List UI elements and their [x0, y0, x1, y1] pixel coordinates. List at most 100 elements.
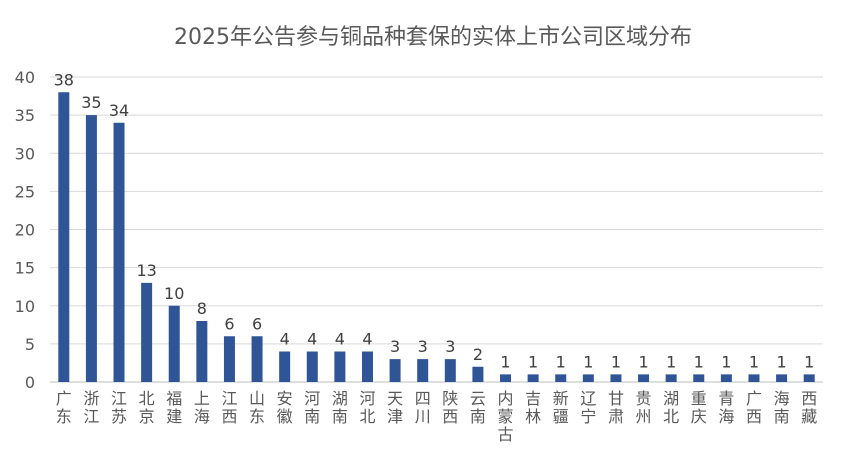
x-tick-label: 广西 [746, 389, 762, 426]
bar [693, 374, 705, 382]
y-axis-ticks: 0 5 10 15 20 25 30 35 40 [15, 68, 35, 392]
data-label: 4 [335, 330, 345, 349]
data-label: 35 [81, 93, 101, 112]
x-tick-label: 重庆 [691, 389, 707, 426]
bar [417, 359, 429, 382]
data-label: 1 [638, 352, 648, 371]
bar [361, 351, 373, 382]
gridlines [50, 76, 823, 383]
x-tick-label: 辽宁 [580, 389, 596, 426]
x-tick-label: 北京 [139, 389, 155, 426]
bar [58, 92, 70, 382]
y-tick-label: 35 [15, 106, 35, 125]
data-label: 1 [500, 352, 510, 371]
bar [527, 374, 539, 382]
y-tick-label: 40 [15, 68, 35, 87]
bar [803, 374, 815, 382]
x-tick-label: 河北 [359, 389, 375, 426]
bar [555, 374, 567, 382]
x-tick-label: 四川 [415, 389, 431, 426]
data-label: 3 [390, 337, 400, 356]
data-label: 4 [362, 330, 372, 349]
x-tick-label: 西藏 [801, 389, 817, 426]
data-label: 1 [776, 352, 786, 371]
x-tick-label: 贵州 [636, 389, 652, 426]
bar [85, 115, 97, 382]
x-tick-label: 上海 [194, 389, 210, 426]
y-tick-label: 25 [15, 182, 35, 201]
data-label: 10 [164, 284, 184, 303]
data-label: 8 [197, 299, 207, 318]
bar [776, 374, 788, 382]
chart-title: 2025年公告参与铜品种套保的实体上市公司区域分布 [174, 25, 692, 50]
x-tick-label: 湖南 [332, 389, 348, 426]
bar [196, 321, 208, 382]
bar [334, 351, 346, 382]
x-tick-label: 天津 [387, 389, 403, 426]
bar [279, 351, 291, 382]
x-tick-label: 陕西 [442, 389, 458, 426]
data-label: 4 [280, 330, 290, 349]
x-tick-label: 福建 [166, 389, 182, 426]
bar [665, 374, 677, 382]
x-tick-label: 甘肃 [608, 389, 624, 426]
data-label: 1 [721, 352, 731, 371]
y-tick-label: 15 [15, 259, 35, 278]
data-label: 2 [473, 345, 483, 364]
x-tick-label: 广东 [56, 389, 72, 426]
x-tick-label: 河南 [304, 389, 320, 426]
data-label: 13 [136, 261, 156, 280]
bar [141, 282, 153, 382]
bar [444, 359, 456, 382]
y-tick-label: 10 [15, 297, 35, 316]
x-tick-label: 江西 [221, 389, 237, 426]
y-tick-label: 30 [15, 144, 35, 163]
x-tick-label: 安徽 [277, 389, 293, 426]
x-axis-labels: 广东浙江江苏北京福建上海江西山东安徽河南湖南河北天津四川陕西云南内蒙古吉林新疆辽… [56, 389, 817, 444]
x-tick-label: 内蒙古 [498, 389, 514, 444]
y-tick-label: 0 [25, 373, 35, 392]
data-label: 1 [528, 352, 538, 371]
bar [168, 305, 180, 382]
data-label: 34 [109, 101, 129, 120]
data-label: 3 [445, 337, 455, 356]
x-tick-label: 湖北 [663, 389, 679, 426]
bar [748, 374, 760, 382]
y-tick-label: 5 [25, 335, 35, 354]
data-label: 6 [252, 314, 262, 333]
x-tick-label: 海南 [774, 389, 790, 426]
bars [58, 92, 815, 382]
data-label: 4 [307, 330, 317, 349]
x-tick-label: 江苏 [111, 389, 127, 426]
bar [582, 374, 594, 382]
data-label: 1 [583, 352, 593, 371]
bar [720, 374, 732, 382]
bar [500, 374, 512, 382]
y-tick-label: 20 [15, 221, 35, 240]
data-label: 1 [611, 352, 621, 371]
x-tick-label: 浙江 [83, 389, 99, 426]
x-tick-label: 吉林 [525, 389, 541, 426]
data-label: 3 [418, 337, 428, 356]
data-label: 1 [749, 352, 759, 371]
x-tick-label: 青海 [718, 389, 734, 426]
bar [306, 351, 318, 382]
data-label: 38 [54, 70, 74, 89]
data-label: 1 [666, 352, 676, 371]
data-label: 1 [556, 352, 566, 371]
x-tick-label: 山东 [249, 389, 265, 426]
data-label: 1 [804, 352, 814, 371]
x-tick-label: 新疆 [553, 389, 569, 426]
bar [472, 366, 484, 382]
bar [389, 359, 401, 382]
bar [638, 374, 650, 382]
data-label: 1 [694, 352, 704, 371]
bar [113, 122, 125, 382]
bar [223, 336, 235, 382]
x-tick-label: 云南 [470, 389, 486, 426]
data-label: 6 [224, 314, 234, 333]
bar [610, 374, 622, 382]
bar [251, 336, 263, 382]
